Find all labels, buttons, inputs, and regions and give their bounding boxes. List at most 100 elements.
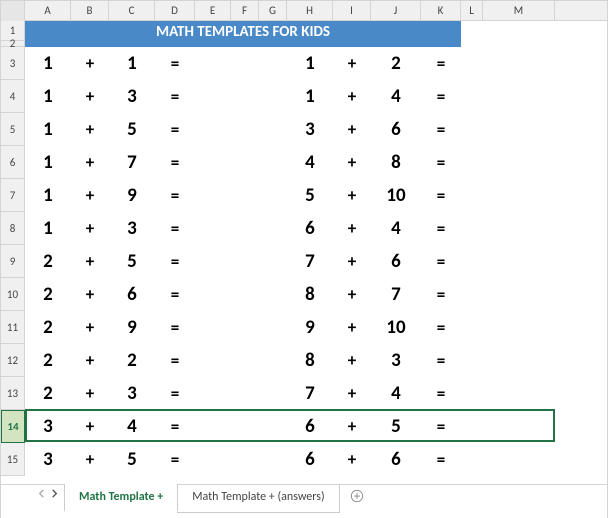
equals-left: = — [155, 152, 195, 173]
row-header-10[interactable]: 10 — [1, 278, 25, 311]
plus-op-left: + — [71, 185, 109, 206]
worksheet-title: MATH TEMPLATES FOR KIDS — [25, 21, 461, 41]
tab-scroll-controls[interactable] — [31, 485, 65, 498]
col-header-C[interactable]: C — [109, 1, 155, 20]
plus-op-right: + — [333, 119, 371, 140]
operand-a-left: 2 — [25, 316, 71, 339]
operand-b-right: 5 — [371, 415, 421, 438]
cells-area[interactable]: MATH TEMPLATES FOR KIDS1+1=1+2=1+3=1+4=1… — [25, 21, 607, 476]
col-header-K[interactable]: K — [421, 1, 461, 20]
plus-op-left: + — [71, 284, 109, 305]
equals-left: = — [155, 251, 195, 272]
col-header-G[interactable]: G — [259, 1, 287, 20]
operand-a-left: 1 — [25, 217, 71, 240]
sheet-tab[interactable]: Math Template + (answers) — [177, 485, 339, 513]
plus-op-left: + — [71, 218, 109, 239]
operand-b-left: 3 — [109, 382, 155, 405]
equals-left: = — [155, 383, 195, 404]
operand-a-right: 6 — [287, 217, 333, 240]
col-header-H[interactable]: H — [287, 1, 333, 20]
problem-row: 2+9=9+10= — [25, 311, 607, 344]
row-header-3[interactable]: 3 — [1, 47, 25, 80]
operand-a-right: 7 — [287, 250, 333, 273]
operand-b-right: 3 — [371, 349, 421, 372]
row-header-4[interactable]: 4 — [1, 80, 25, 113]
equals-left: = — [155, 449, 195, 470]
plus-op-right: + — [333, 86, 371, 107]
operand-a-left: 1 — [25, 184, 71, 207]
plus-op-right: + — [333, 449, 371, 470]
tab-prev-icon — [37, 489, 46, 498]
row-header-7[interactable]: 7 — [1, 179, 25, 212]
equals-left: = — [155, 416, 195, 437]
problem-row: 1+9=5+10= — [25, 179, 607, 212]
plus-op-left: + — [71, 86, 109, 107]
equals-left: = — [155, 218, 195, 239]
plus-op-right: + — [333, 53, 371, 74]
col-header-E[interactable]: E — [195, 1, 231, 20]
problem-row: 1+3=1+4= — [25, 80, 607, 113]
equals-right: = — [421, 152, 461, 173]
problem-row: 1+1=1+2= — [25, 47, 607, 80]
spreadsheet-grid[interactable]: ABCDEFGHIJKLM 123456789101112131415 MATH… — [1, 1, 607, 484]
equals-right: = — [421, 449, 461, 470]
plus-op-left: + — [71, 416, 109, 437]
plus-op-left: + — [71, 119, 109, 140]
equals-left: = — [155, 53, 195, 74]
operand-a-right: 8 — [287, 283, 333, 306]
row-header-5[interactable]: 5 — [1, 113, 25, 146]
plus-op-left: + — [71, 53, 109, 74]
operand-b-right: 4 — [371, 217, 421, 240]
plus-op-right: + — [333, 416, 371, 437]
sheet-tabs-bar: Math Template +Math Template + (answers) — [1, 484, 607, 518]
operand-b-right: 6 — [371, 448, 421, 471]
col-header-A[interactable]: A — [25, 1, 71, 20]
plus-op-right: + — [333, 383, 371, 404]
operand-a-right: 9 — [287, 316, 333, 339]
plus-op-left: + — [71, 317, 109, 338]
row-header-9[interactable]: 9 — [1, 245, 25, 278]
equals-right: = — [421, 317, 461, 338]
problem-row: 1+7=4+8= — [25, 146, 607, 179]
row-header-11[interactable]: 11 — [1, 311, 25, 344]
select-all-corner[interactable] — [1, 1, 25, 21]
operand-b-left: 5 — [109, 250, 155, 273]
plus-op-right: + — [333, 185, 371, 206]
operand-b-right: 10 — [371, 184, 421, 207]
equals-left: = — [155, 119, 195, 140]
column-headers: ABCDEFGHIJKLM — [1, 1, 607, 21]
col-header-D[interactable]: D — [155, 1, 195, 20]
equals-right: = — [421, 218, 461, 239]
tab-next-icon — [50, 489, 59, 498]
row-header-13[interactable]: 13 — [1, 377, 25, 410]
operand-b-left: 3 — [109, 217, 155, 240]
sheet-tab[interactable]: Math Template + — [64, 484, 178, 512]
operand-b-left: 2 — [109, 349, 155, 372]
col-header-F[interactable]: F — [231, 1, 259, 20]
operand-b-left: 3 — [109, 85, 155, 108]
row-headers: 123456789101112131415 — [1, 21, 25, 476]
add-sheet-button[interactable] — [340, 485, 374, 510]
operand-b-left: 9 — [109, 316, 155, 339]
row-header-14[interactable]: 14 — [1, 410, 25, 443]
equals-left: = — [155, 284, 195, 305]
operand-a-left: 1 — [25, 52, 71, 75]
operand-b-left: 5 — [109, 448, 155, 471]
equals-right: = — [421, 350, 461, 371]
row-header-8[interactable]: 8 — [1, 212, 25, 245]
equals-left: = — [155, 86, 195, 107]
problem-row: 2+3=7+4= — [25, 377, 607, 410]
problem-row: 2+2=8+3= — [25, 344, 607, 377]
operand-a-right: 4 — [287, 151, 333, 174]
operand-b-right: 4 — [371, 85, 421, 108]
row-header-15[interactable]: 15 — [1, 443, 25, 476]
row-header-6[interactable]: 6 — [1, 146, 25, 179]
col-header-M[interactable]: M — [483, 1, 555, 20]
col-header-L[interactable]: L — [461, 1, 483, 20]
col-header-I[interactable]: I — [333, 1, 371, 20]
col-header-J[interactable]: J — [371, 1, 421, 20]
plus-op-left: + — [71, 449, 109, 470]
col-header-B[interactable]: B — [71, 1, 109, 20]
row-header-12[interactable]: 12 — [1, 344, 25, 377]
plus-op-left: + — [71, 350, 109, 371]
